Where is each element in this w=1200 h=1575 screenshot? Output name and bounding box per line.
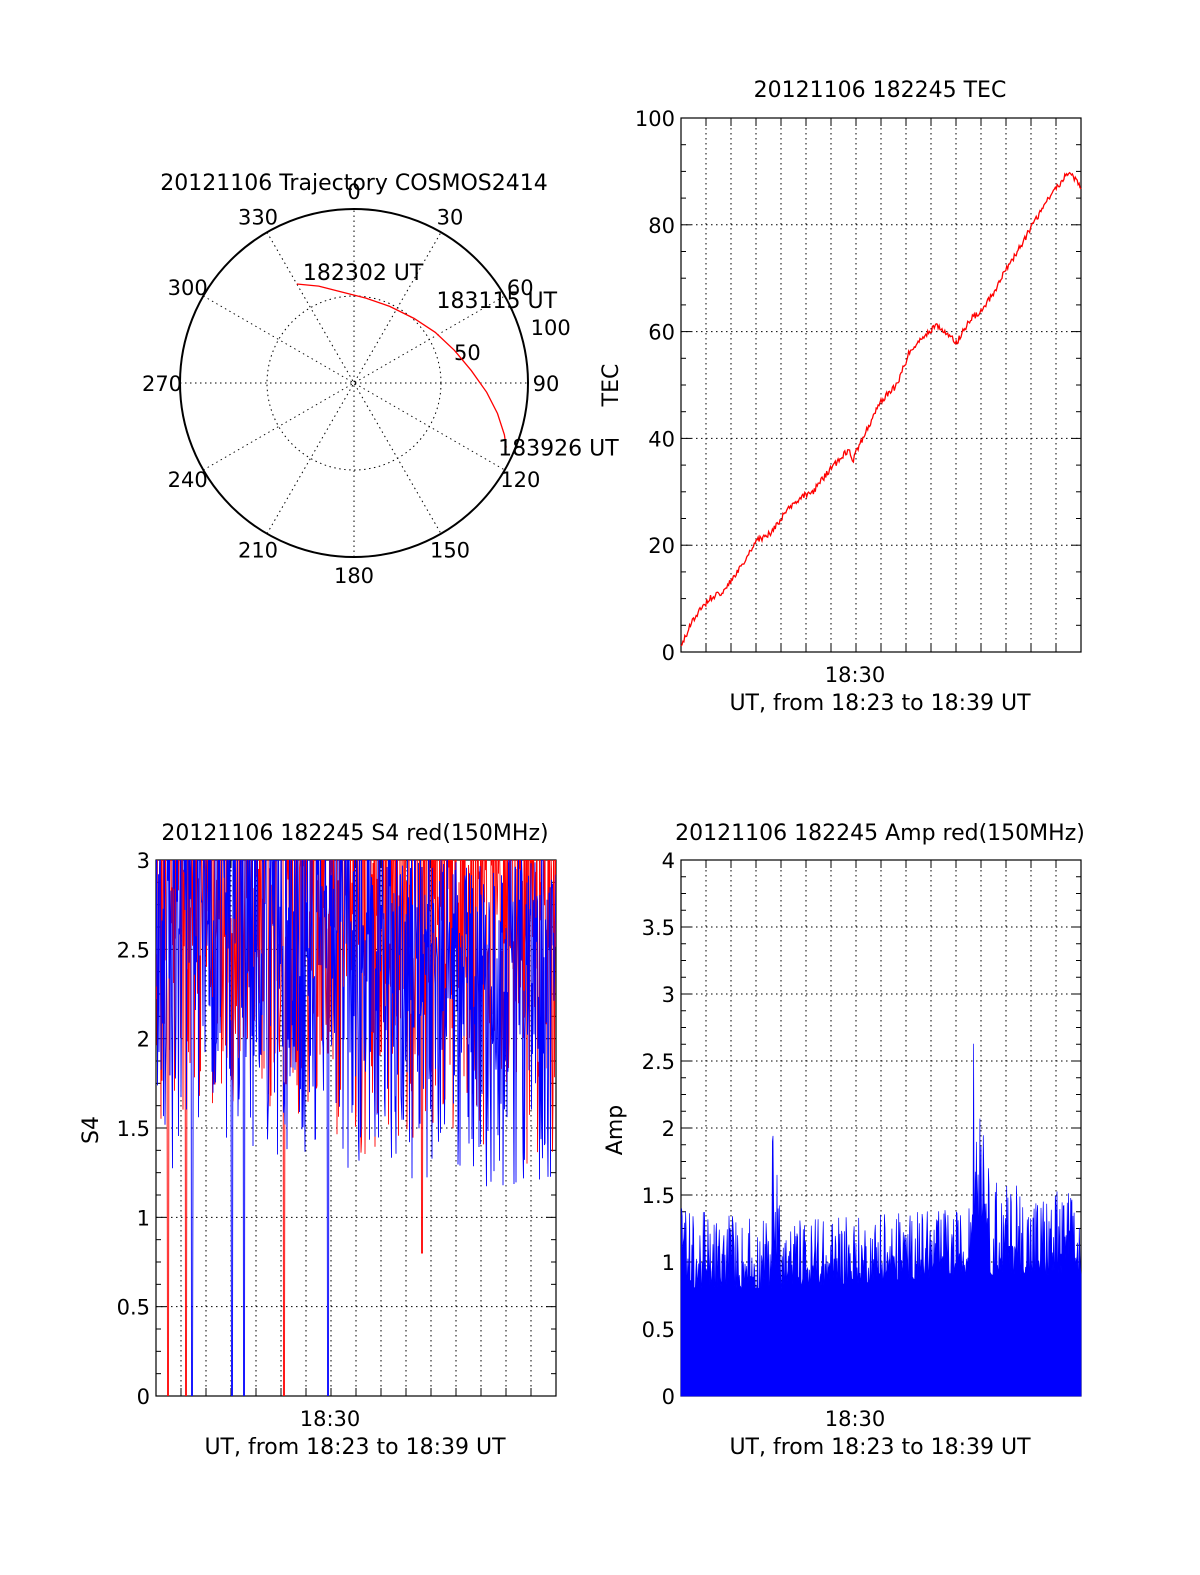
tec-x-axis-label: UT, from 18:23 to 18:39 UT	[729, 691, 1031, 716]
polar-spoke	[203, 295, 505, 471]
tec-title: 20121106 182245 TEC	[754, 78, 1007, 103]
polar-angle-label: 150	[430, 538, 470, 562]
tec-panel: 20121106 182245 TEC 0 20 40 60 80 100 18:30 U…	[599, 78, 1082, 716]
y-tick-label: 1	[662, 1251, 675, 1275]
s4-y-ticks: 0 0.5 1 1.5 2 2.5 3	[117, 849, 150, 1409]
y-tick-label: 0	[662, 641, 675, 665]
amp-x-axis-label: UT, from 18:23 to 18:39 UT	[729, 1435, 1031, 1460]
polar-spoke	[203, 295, 505, 471]
polar-angle-label: 120	[500, 468, 540, 492]
y-tick-label: 3	[662, 983, 675, 1007]
tec-grid	[680, 117, 1082, 653]
s4-series-group	[156, 860, 556, 1396]
s4-title: 20121106 182245 S4 red(150MHz)	[161, 821, 548, 846]
polar-angle-label: 210	[238, 538, 278, 562]
y-tick-label: 2.5	[642, 1050, 675, 1074]
y-tick-label: 3	[137, 849, 150, 873]
s4-blue-series	[156, 860, 556, 1396]
tec-x-tick-label: 18:30	[825, 663, 886, 687]
y-tick-label: 3.5	[642, 916, 675, 940]
y-tick-label: 20	[648, 534, 675, 558]
polar-radius-label: 100	[531, 316, 571, 340]
polar-grid	[179, 208, 529, 558]
polar-angle-label: 180	[334, 564, 374, 588]
y-tick-label: 1.5	[642, 1184, 675, 1208]
polar-spoke	[266, 232, 442, 534]
polar-radius-label: 50	[454, 341, 481, 365]
amp-title: 20121106 182245 Amp red(150MHz)	[675, 821, 1085, 846]
tec-y-ticks: 0 20 40 60 80 100	[635, 107, 675, 665]
y-tick-label: 40	[648, 427, 675, 451]
polar-angle-label: 330	[238, 206, 278, 230]
trajectory-time-label: 183926 UT	[498, 437, 619, 462]
y-tick-label: 0	[137, 1385, 150, 1409]
y-tick-label: 1.5	[117, 1117, 150, 1141]
tec-plot-area	[680, 171, 1082, 647]
plot-frame	[680, 117, 1082, 653]
s4-x-axis-label: UT, from 18:23 to 18:39 UT	[204, 1435, 506, 1460]
tec-y-axis-label: TEC	[599, 364, 624, 408]
trajectory-polar-panel: 20121106 Trajectory COSMOS2414 0 30 60 90 12…	[142, 171, 619, 588]
trajectory-time-label: 183115 UT	[436, 289, 557, 314]
trajectory-track	[296, 283, 507, 448]
polar-angle-label: 240	[168, 468, 208, 492]
polar-angle-label: 270	[142, 372, 182, 396]
trajectory-title: 20121106 Trajectory COSMOS2414	[160, 171, 547, 196]
y-tick-label: 2.5	[117, 938, 150, 962]
y-tick-label: 0	[662, 1385, 675, 1409]
y-tick-label: 80	[648, 214, 675, 238]
polar-angle-label: 30	[437, 206, 464, 230]
y-tick-label: 2	[662, 1117, 675, 1141]
amp-series-area	[680, 1043, 1082, 1397]
trajectory-annotations: 182302 UT 183115 UT 183926 UT	[303, 261, 619, 462]
s4-panel: 20121106 182245 S4 red(150MHz) 0 0.5 1 1.5 2…	[79, 821, 557, 1460]
polar-angle-label: 0	[347, 180, 360, 204]
s4-y-axis-label: S4	[79, 1116, 104, 1144]
polar-spoke	[266, 232, 442, 534]
y-tick-label: 100	[635, 107, 675, 131]
amp-plot-area	[680, 1043, 1082, 1397]
y-tick-label: 0.5	[642, 1318, 675, 1342]
s4-red-series	[156, 860, 556, 1396]
y-tick-label: 2	[137, 1028, 150, 1052]
y-tick-label: 4	[662, 849, 675, 873]
polar-inner-circle	[266, 295, 442, 471]
polar-angle-label: 300	[168, 276, 208, 300]
amp-y-axis-label: Amp	[603, 1105, 628, 1155]
amp-y-ticks: 0 0.5 1 1.5 2 2.5 3 3.5 4	[642, 849, 675, 1409]
amp-x-tick-label: 18:30	[825, 1407, 886, 1431]
polar-angle-label: 60	[507, 276, 534, 300]
y-tick-label: 1	[137, 1206, 150, 1230]
trajectory-time-label: 182302 UT	[303, 261, 424, 286]
polar-angle-label: 90	[533, 372, 560, 396]
s4-plot-area	[156, 860, 556, 1396]
amp-panel: 20121106 182245 Amp red(150MHz) 0 0.5 1 1.5…	[603, 821, 1085, 1460]
y-tick-label: 60	[648, 321, 675, 345]
s4-x-tick-label: 18:30	[300, 1407, 361, 1431]
polar-angle-labels: 0 30 60 90 120 150 180 210 240 270 300 330 50 100	[142, 180, 571, 588]
tec-series-line	[680, 171, 1082, 647]
y-tick-label: 0.5	[117, 1296, 150, 1320]
trajectory-line	[296, 283, 507, 448]
